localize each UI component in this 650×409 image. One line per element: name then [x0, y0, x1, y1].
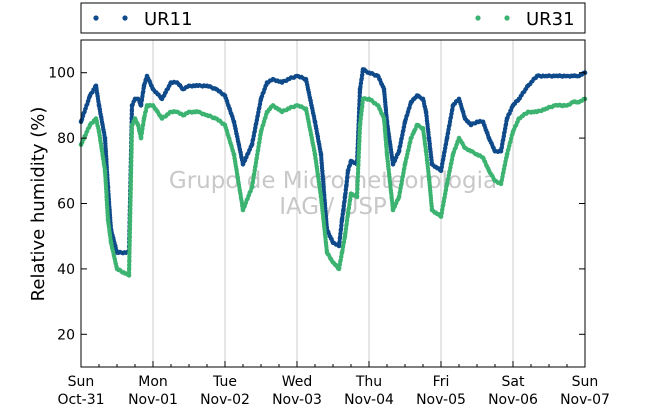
- legend-label-ur11: UR11: [144, 9, 193, 30]
- legend-marker-ur11-a: [93, 15, 99, 21]
- legend-box: [80, 2, 586, 34]
- series-points: [78, 67, 588, 278]
- x-tick-date: Nov-01: [128, 392, 178, 408]
- series-ur31: [78, 96, 588, 278]
- y-tick-label: 100: [48, 66, 75, 82]
- legend: UR11 UR31: [80, 2, 586, 34]
- x-tick-day: Sun: [572, 374, 599, 390]
- y-axis-label: Relative humidity (%): [28, 107, 49, 302]
- watermark: Grupo de Micrometeorologia IAG / USP: [169, 168, 497, 220]
- x-tick-day: Fri: [433, 374, 450, 390]
- y-tick-label: 40: [57, 262, 75, 278]
- x-tick-day: Thu: [355, 374, 382, 390]
- legend-label-ur31: UR31: [526, 9, 575, 30]
- y-tick-label: 60: [57, 197, 75, 213]
- x-tick-date: Nov-03: [272, 392, 322, 408]
- x-tick-day: Tue: [212, 374, 237, 390]
- y-tick-label: 80: [57, 131, 75, 147]
- x-tick-date: Oct-31: [57, 392, 104, 408]
- y-axis: 20 40 60 80 100: [48, 66, 585, 343]
- x-tick-day: Sun: [68, 374, 95, 390]
- x-axis: Sun Oct-31 Mon Nov-01 Tue Nov-02 Wed Nov-03 Thu N…: [57, 361, 610, 408]
- legend-marker-ur11-b: [122, 15, 128, 21]
- series-ur11: [78, 67, 588, 256]
- x-tick-date: Nov-05: [416, 392, 466, 408]
- x-tick-day: Mon: [138, 374, 168, 390]
- y-tick-label: 20: [57, 327, 75, 343]
- legend-marker-ur31-b: [504, 15, 510, 21]
- legend-marker-ur31-a: [475, 15, 481, 21]
- x-tick-day: Sat: [502, 374, 525, 390]
- x-tick-date: Nov-02: [200, 392, 250, 408]
- x-tick-date: Nov-04: [344, 392, 394, 408]
- x-tick-date: Nov-07: [560, 392, 610, 408]
- watermark-line-2: IAG / USP: [279, 194, 387, 220]
- x-tick-day: Wed: [282, 374, 313, 390]
- x-tick-date: Nov-06: [488, 392, 538, 408]
